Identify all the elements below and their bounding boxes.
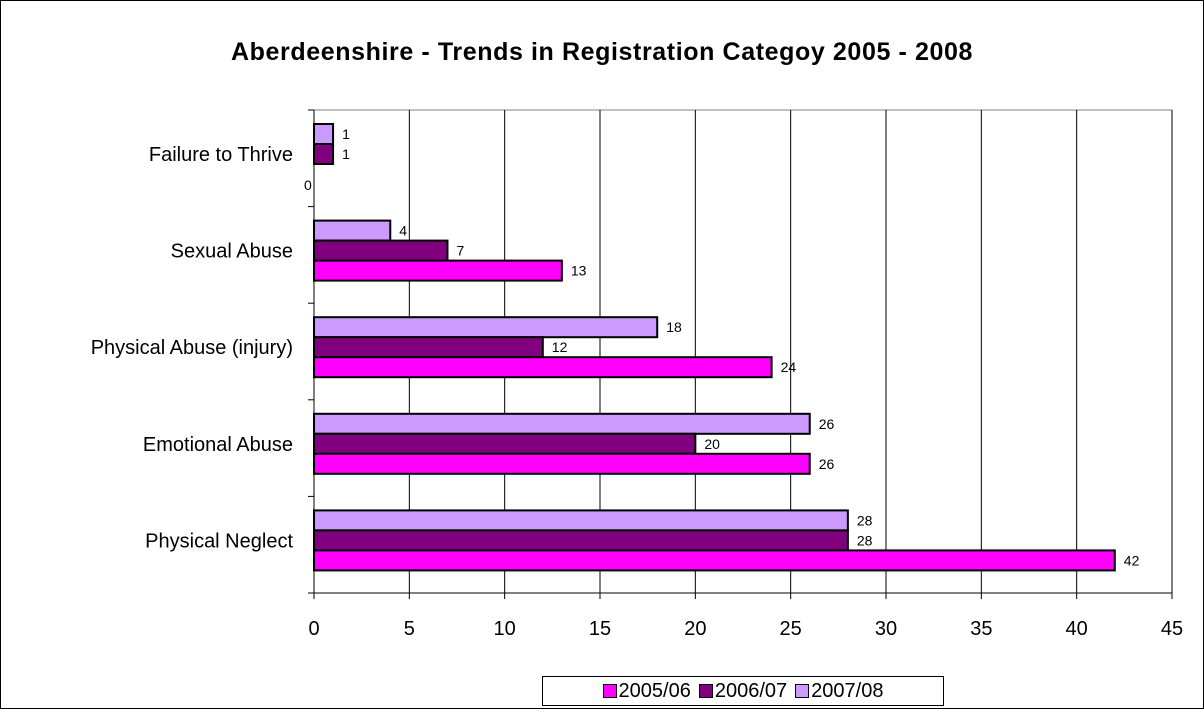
data-label: 24 xyxy=(781,359,797,375)
data-label: 28 xyxy=(857,512,873,528)
data-label: 7 xyxy=(456,243,464,259)
x-tick-label: 20 xyxy=(684,618,706,640)
bar xyxy=(313,452,811,475)
data-label: 28 xyxy=(857,532,873,548)
x-tick-label: 15 xyxy=(589,618,611,640)
data-label: 18 xyxy=(666,319,682,335)
x-tick-label: 45 xyxy=(1161,618,1183,640)
bar xyxy=(313,356,773,379)
y-tick-label: Sexual Abuse xyxy=(171,241,293,263)
bar xyxy=(313,412,811,435)
data-label: 0 xyxy=(304,177,312,193)
legend-label: 2007/08 xyxy=(811,679,884,702)
bar xyxy=(313,219,392,242)
y-tick-label: Failure to Thrive xyxy=(149,144,293,166)
data-label: 26 xyxy=(819,456,835,472)
data-label: 1 xyxy=(342,146,350,162)
x-tick-label: 0 xyxy=(308,618,319,640)
data-label: 13 xyxy=(571,263,587,279)
legend-item: 2005/06 xyxy=(602,679,691,703)
legend-swatch xyxy=(602,684,617,698)
bar xyxy=(313,432,697,455)
data-label: 4 xyxy=(399,223,407,239)
x-tick-label: 10 xyxy=(494,618,516,640)
x-tick-label: 5 xyxy=(404,618,415,640)
legend: 2005/06 2006/07 2007/08 xyxy=(542,676,944,706)
bar xyxy=(313,336,544,359)
bar xyxy=(313,549,1116,572)
legend-item: 2007/08 xyxy=(795,680,883,703)
x-tick-label: 25 xyxy=(780,618,802,640)
data-label: 42 xyxy=(1124,552,1140,568)
data-label: 1 xyxy=(342,126,350,142)
bar xyxy=(313,529,849,552)
legend-label: 2005/06 xyxy=(618,679,691,702)
bar xyxy=(313,239,449,262)
bar xyxy=(313,123,335,145)
bar xyxy=(313,259,563,282)
data-label: 12 xyxy=(552,339,568,355)
legend-swatch xyxy=(698,684,713,698)
y-tick-label: Physical Abuse (injury) xyxy=(91,337,293,359)
legend-label: 2006/07 xyxy=(714,679,788,702)
legend-item: 2006/07 xyxy=(698,679,788,703)
legend-swatch xyxy=(795,684,810,698)
data-label: 20 xyxy=(704,436,720,452)
x-tick-label: 40 xyxy=(1066,618,1088,640)
y-tick-label: Physical Neglect xyxy=(145,530,293,552)
y-tick-label: Emotional Abuse xyxy=(143,434,293,456)
bar xyxy=(313,316,659,339)
chart-title: Aberdeenshire - Trends in Registration C… xyxy=(231,38,973,66)
x-tick-label: 35 xyxy=(970,618,992,640)
data-label: 26 xyxy=(819,416,835,432)
bar xyxy=(313,143,335,165)
x-tick-label: 30 xyxy=(875,618,897,640)
bar xyxy=(313,509,849,532)
